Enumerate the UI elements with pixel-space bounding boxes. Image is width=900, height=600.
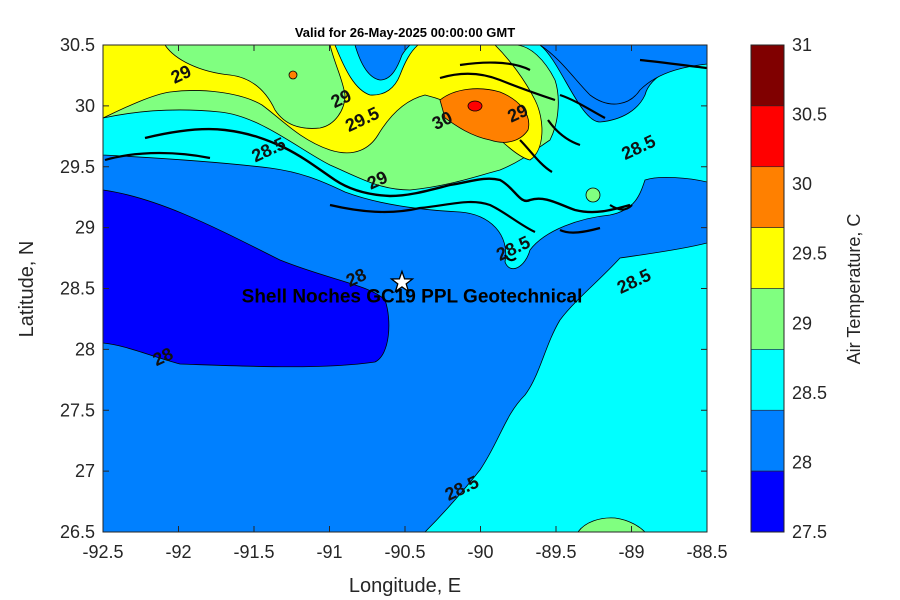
colorbar-segment bbox=[750, 227, 785, 289]
y-tick-label: 27 bbox=[75, 461, 95, 481]
colorbar-tick-label: 29.5 bbox=[792, 244, 827, 264]
colorbar-segment bbox=[750, 470, 785, 533]
y-tick-label: 28 bbox=[75, 339, 95, 359]
y-tick-label: 30.5 bbox=[60, 35, 95, 55]
y-tick-label: 29.5 bbox=[60, 157, 95, 177]
band-28-28.5-notch bbox=[354, 45, 411, 81]
band-30.5-31 bbox=[467, 100, 483, 112]
x-axis-label: Longitude, E bbox=[349, 575, 461, 597]
colorbar-tick-label: 31 bbox=[792, 35, 812, 55]
site-label: Shell Noches GC19 PPL Geotechnical bbox=[242, 286, 583, 307]
band-29-29.5-north bbox=[164, 45, 346, 129]
x-tick-label: -91.5 bbox=[233, 542, 274, 562]
colorbar-tick-label: 30.5 bbox=[792, 105, 827, 125]
map-title: Valid for 26-May-2025 00:00:00 GMT bbox=[295, 25, 515, 40]
x-tick-label: -92 bbox=[165, 542, 191, 562]
colorbar-segment bbox=[750, 349, 785, 411]
colorbar-tick-label: 27.5 bbox=[792, 522, 827, 542]
colorbar-frame bbox=[750, 44, 785, 533]
site-annotation: Shell Noches GC19 PPL Geotechnical bbox=[242, 269, 583, 307]
y-tick-label: 29 bbox=[75, 218, 95, 238]
coastline-islands bbox=[104, 58, 707, 262]
colorbar-segment bbox=[750, 105, 785, 168]
band-29.5-30-dot bbox=[288, 70, 298, 80]
y-tick-label: 30 bbox=[75, 96, 95, 116]
colorbar-tick-label: 29 bbox=[792, 313, 812, 333]
colorbar-tick-label: 30 bbox=[792, 174, 812, 194]
colorbar-label: Air Temperature, C bbox=[844, 214, 864, 365]
x-tick-label: -91 bbox=[316, 542, 342, 562]
band-27.5-28 bbox=[103, 189, 390, 368]
colorbar-segment bbox=[750, 288, 785, 350]
coastline bbox=[144, 127, 631, 214]
band-30-30.5 bbox=[439, 88, 530, 143]
y-tick-label: 26.5 bbox=[60, 522, 95, 542]
colorbar-segment bbox=[750, 409, 785, 472]
y-tick-label: 27.5 bbox=[60, 400, 95, 420]
contour-field bbox=[103, 45, 707, 532]
star-marker bbox=[389, 269, 415, 294]
colorbar-segment bbox=[750, 166, 785, 228]
band-29-29.5-blob bbox=[585, 187, 601, 203]
x-tick-label: -89 bbox=[618, 542, 644, 562]
band-28.5-29-southeast bbox=[424, 242, 707, 532]
x-tick-label: -88.5 bbox=[686, 542, 727, 562]
x-tick-label: -90 bbox=[467, 542, 493, 562]
colorbar-tick-label: 28.5 bbox=[792, 383, 827, 403]
colorbar bbox=[750, 44, 785, 533]
y-axis-ticks: 30.5 30 29.5 29 28.5 28 27.5 27 26.5 bbox=[60, 35, 707, 542]
y-tick-label: 28.5 bbox=[60, 279, 95, 299]
band-29-29.5-south bbox=[577, 517, 646, 532]
x-tick-label: -92.5 bbox=[82, 542, 123, 562]
colorbar-ticks: 31 30.5 30 29.5 29 28.5 28 27.5 bbox=[792, 35, 827, 542]
colorbar-tick-label: 28 bbox=[792, 452, 812, 472]
x-tick-label: -90.5 bbox=[384, 542, 425, 562]
colorbar-segment bbox=[750, 44, 785, 107]
x-tick-label: -89.5 bbox=[535, 542, 576, 562]
y-axis-label: Latitude, N bbox=[16, 241, 38, 338]
x-axis-ticks: -92.5 -92 -91.5 -91 -90.5 -90 -89.5 -89 -88.5 bbox=[82, 45, 728, 562]
